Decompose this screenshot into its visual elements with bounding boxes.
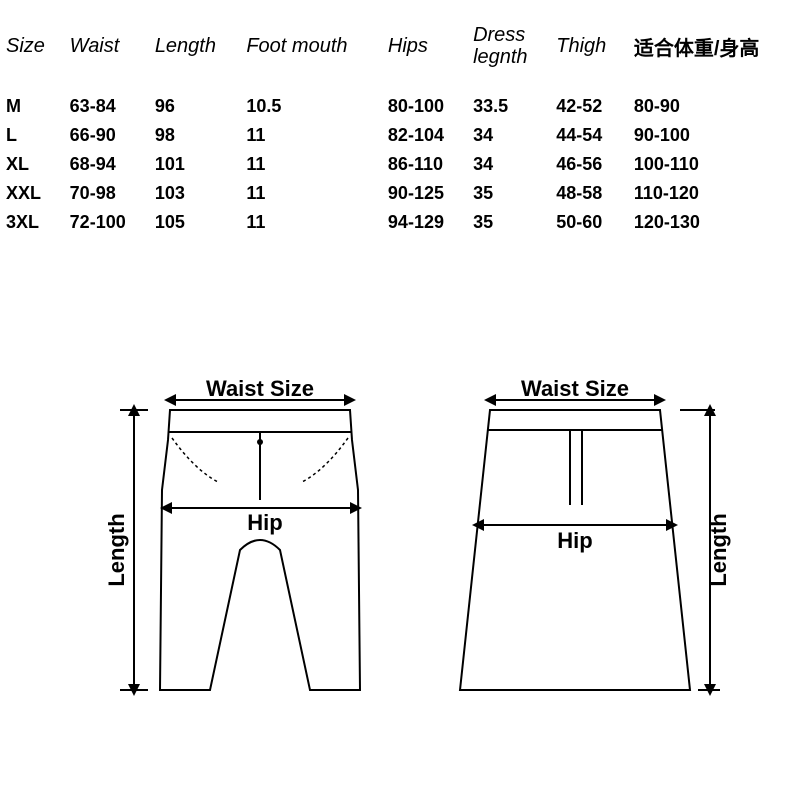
cell-footmouth: 11 <box>240 121 382 150</box>
cell-weightheight: 90-100 <box>628 121 800 150</box>
measurement-diagram-svg: Waist Size Hip Length <box>60 380 740 740</box>
table-row: 3XL 72-100 105 11 94-129 35 50-60 120-13… <box>0 208 800 237</box>
cell-footmouth: 10.5 <box>240 92 382 121</box>
cell-hips: 94-129 <box>382 208 467 237</box>
measurement-diagram-area: Waist Size Hip Length <box>60 380 740 740</box>
cell-waist: 63-84 <box>64 92 149 121</box>
cell-waist: 72-100 <box>64 208 149 237</box>
pants-diagram: Waist Size Hip Length <box>104 380 360 690</box>
skirt-waist-label: Waist Size <box>521 380 629 401</box>
cell-size: XXL <box>0 179 64 208</box>
table-row: XL 68-94 101 11 86-110 34 46-56 100-110 <box>0 150 800 179</box>
pants-hip-label: Hip <box>247 510 282 535</box>
skirt-hip-label: Hip <box>557 528 592 553</box>
cell-weightheight: 80-90 <box>628 92 800 121</box>
size-table-header-row: Size Waist Length Foot mouth Hips Dressl… <box>0 20 800 92</box>
cell-weightheight: 120-130 <box>628 208 800 237</box>
skirt-length-label: Length <box>706 513 731 586</box>
cell-thigh: 48-58 <box>550 179 628 208</box>
cell-hips: 86-110 <box>382 150 467 179</box>
size-table: Size Waist Length Foot mouth Hips Dressl… <box>0 20 800 237</box>
cell-waist: 68-94 <box>64 150 149 179</box>
cell-length: 101 <box>149 150 241 179</box>
cell-thigh: 44-54 <box>550 121 628 150</box>
table-row: L 66-90 98 11 82-104 34 44-54 90-100 <box>0 121 800 150</box>
col-hips: Hips <box>382 20 467 92</box>
col-size: Size <box>0 20 64 92</box>
cell-weightheight: 110-120 <box>628 179 800 208</box>
cell-footmouth: 11 <box>240 179 382 208</box>
cell-hips: 82-104 <box>382 121 467 150</box>
size-table-body: M 63-84 96 10.5 80-100 33.5 42-52 80-90 … <box>0 92 800 237</box>
cell-size: XL <box>0 150 64 179</box>
pants-button <box>257 439 263 445</box>
col-length: Length <box>149 20 241 92</box>
pants-waist-label: Waist Size <box>206 380 314 401</box>
cell-footmouth: 11 <box>240 150 382 179</box>
size-chart-page: Size Waist Length Foot mouth Hips Dressl… <box>0 0 800 800</box>
cell-footmouth: 11 <box>240 208 382 237</box>
col-foot-mouth: Foot mouth <box>240 20 382 92</box>
table-row: XXL 70-98 103 11 90-125 35 48-58 110-120 <box>0 179 800 208</box>
cell-length: 96 <box>149 92 241 121</box>
cell-dresslength: 34 <box>467 150 550 179</box>
pants-pocket-left <box>172 438 218 482</box>
size-table-head: Size Waist Length Foot mouth Hips Dressl… <box>0 20 800 92</box>
col-weight-height: 适合体重/身高 <box>628 20 800 92</box>
pants-length-label: Length <box>104 513 129 586</box>
table-row: M 63-84 96 10.5 80-100 33.5 42-52 80-90 <box>0 92 800 121</box>
cell-size: L <box>0 121 64 150</box>
cell-length: 105 <box>149 208 241 237</box>
cell-length: 103 <box>149 179 241 208</box>
cell-thigh: 42-52 <box>550 92 628 121</box>
cell-dresslength: 35 <box>467 208 550 237</box>
cell-dresslength: 34 <box>467 121 550 150</box>
cell-length: 98 <box>149 121 241 150</box>
pants-pocket-right <box>302 438 348 482</box>
cell-thigh: 50-60 <box>550 208 628 237</box>
skirt-diagram: Waist Size Hip Length <box>460 380 731 690</box>
cell-hips: 80-100 <box>382 92 467 121</box>
col-dress-length: Dresslegnth <box>467 20 550 92</box>
cell-weightheight: 100-110 <box>628 150 800 179</box>
cell-size: 3XL <box>0 208 64 237</box>
cell-size: M <box>0 92 64 121</box>
col-waist: Waist <box>64 20 149 92</box>
cell-dresslength: 35 <box>467 179 550 208</box>
cell-dresslength: 33.5 <box>467 92 550 121</box>
cell-waist: 70-98 <box>64 179 149 208</box>
cell-thigh: 46-56 <box>550 150 628 179</box>
cell-waist: 66-90 <box>64 121 149 150</box>
col-thigh: Thigh <box>550 20 628 92</box>
cell-hips: 90-125 <box>382 179 467 208</box>
